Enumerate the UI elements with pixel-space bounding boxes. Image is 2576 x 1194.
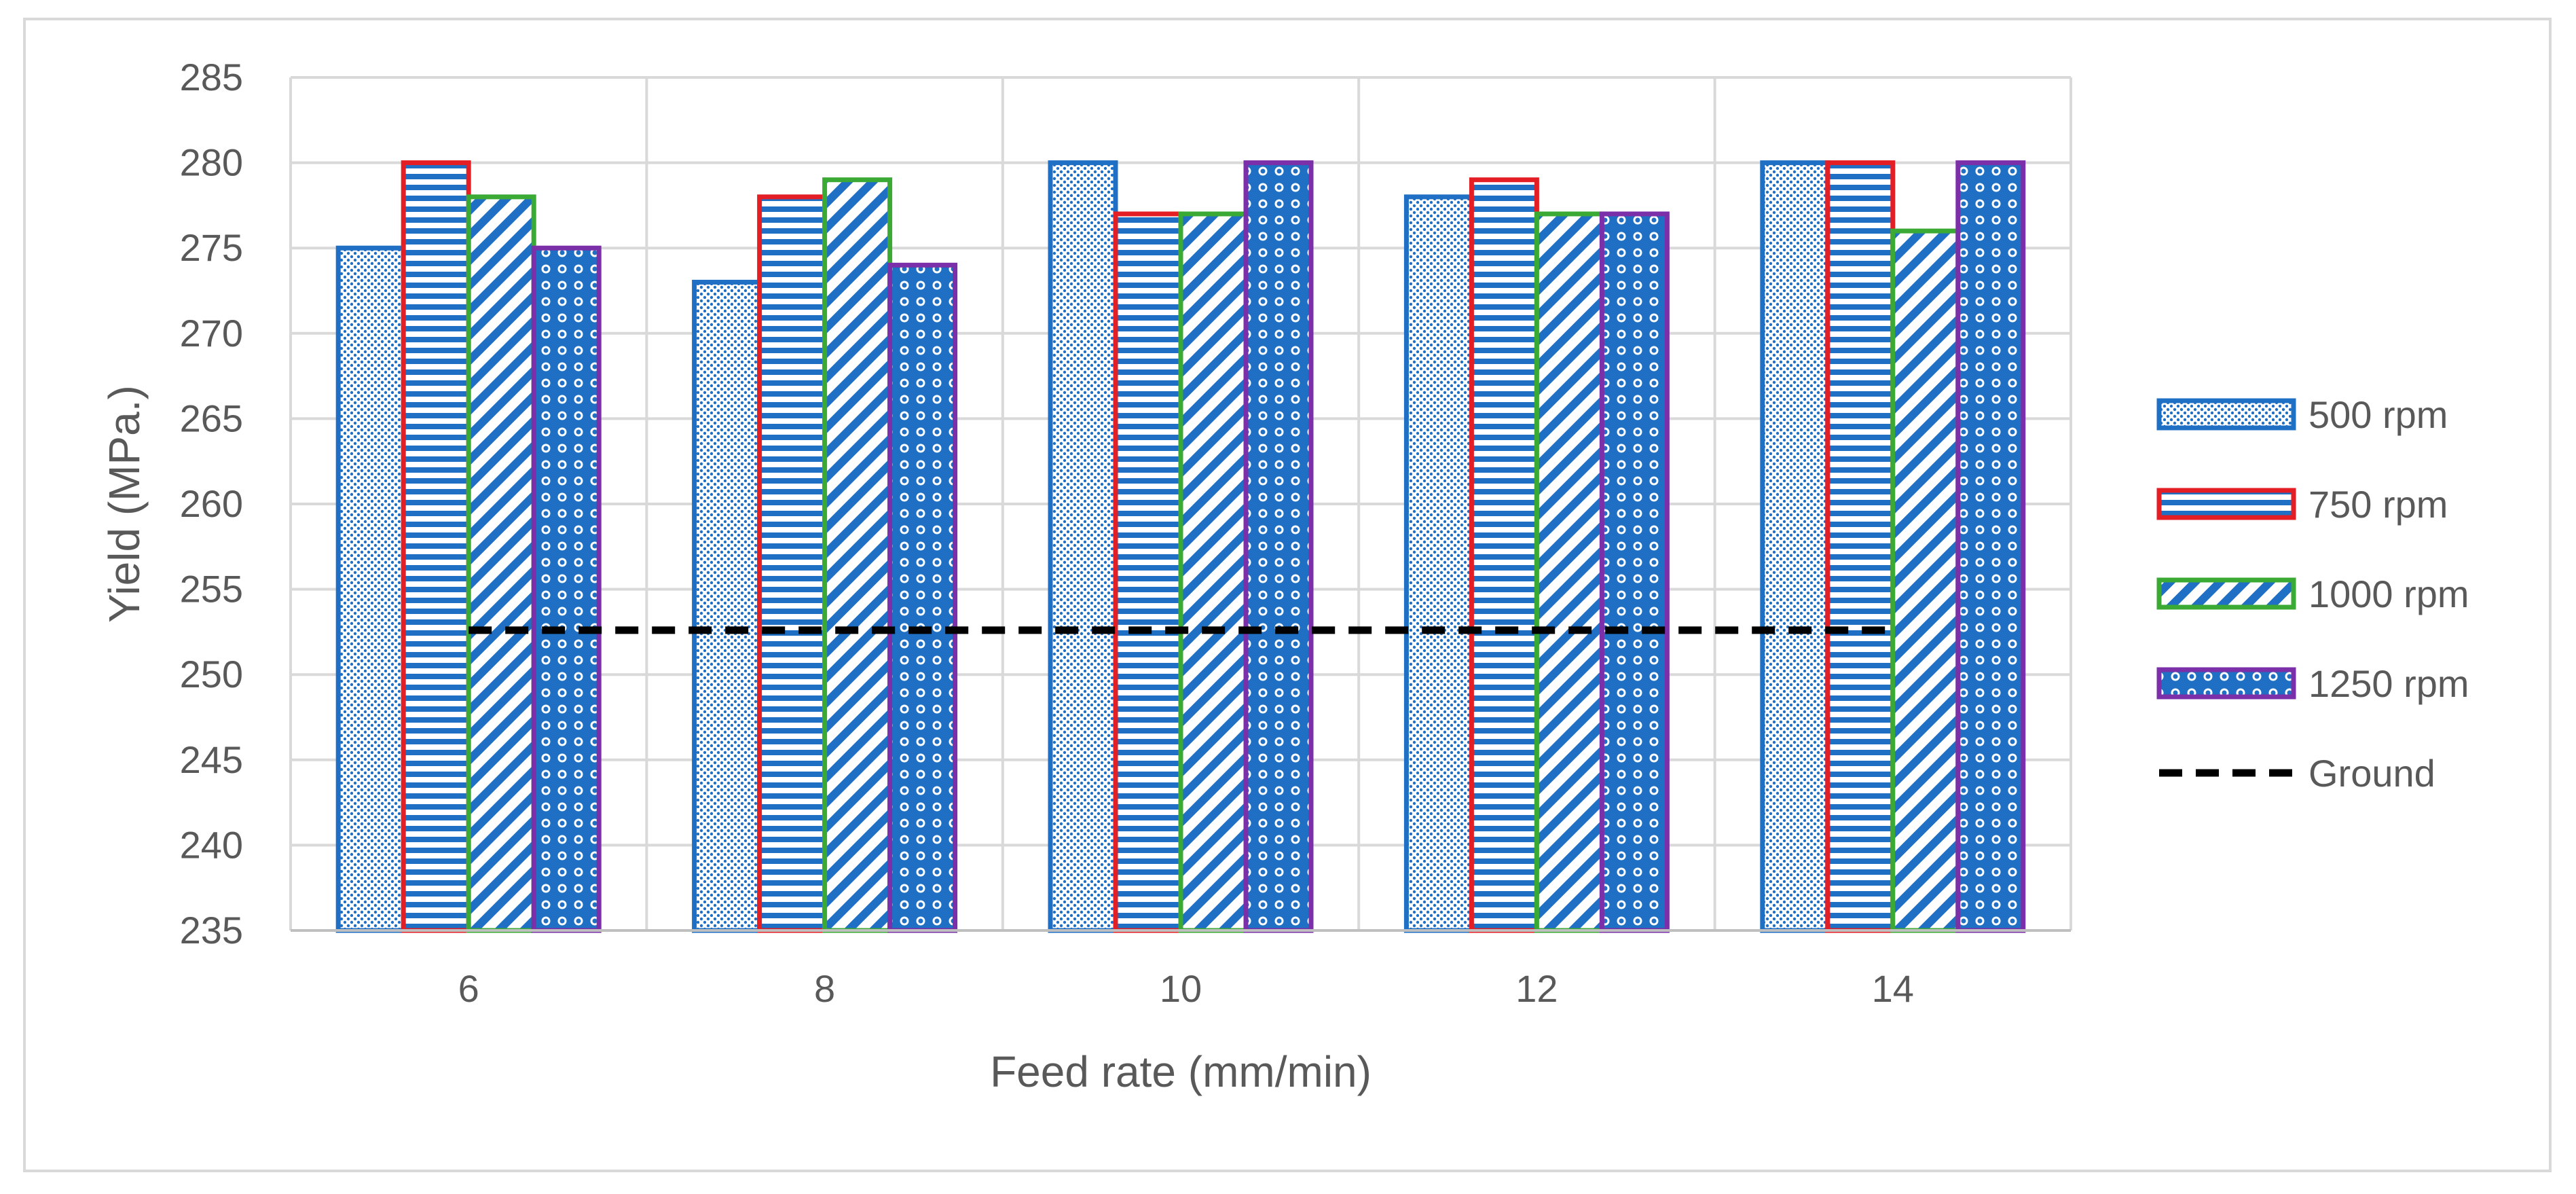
legend-label: 500 rpm xyxy=(2308,393,2448,436)
bar-1250-rpm-12 xyxy=(1599,211,1670,933)
bar-500-rpm-8 xyxy=(692,279,762,933)
y-tick-label: 260 xyxy=(180,482,243,525)
legend-label: 1000 rpm xyxy=(2308,573,2469,615)
bar-750-rpm-10 xyxy=(1113,211,1183,933)
legend-swatch-500-rpm xyxy=(2156,398,2296,431)
bars xyxy=(335,160,2026,933)
bar-500-rpm-12 xyxy=(1403,194,1474,933)
bar-1000-rpm-10 xyxy=(1178,211,1249,933)
bar-500-rpm-10 xyxy=(1048,160,1118,933)
y-tick-label: 265 xyxy=(180,397,243,439)
y-tick-label: 240 xyxy=(180,823,243,866)
legend-swatch-1250-rpm xyxy=(2156,667,2296,700)
x-tick-label: 6 xyxy=(458,967,479,1010)
bar-1000-rpm-8 xyxy=(822,177,893,933)
x-axis-title: Feed rate (mm/min) xyxy=(990,1047,1372,1096)
bar-1000-rpm-6 xyxy=(466,194,536,933)
x-tick-label: 10 xyxy=(1160,967,1202,1010)
bar-500-rpm-14 xyxy=(1760,160,1830,933)
axes: 235 240 245 250 255 260 265 270 275 280 285 6 8 10 12 1… xyxy=(100,56,2071,1096)
y-tick-label: 285 xyxy=(180,56,243,98)
x-tick-label: 14 xyxy=(1872,967,1914,1010)
x-tick-label: 8 xyxy=(814,967,835,1010)
bar-750-rpm-12 xyxy=(1469,177,1539,933)
y-tick-label: 270 xyxy=(180,312,243,355)
bar-1250-rpm-10 xyxy=(1243,160,1314,933)
bar-750-rpm-6 xyxy=(401,160,471,933)
bar-1250-rpm-14 xyxy=(1955,160,2026,933)
x-tick-label: 12 xyxy=(1515,967,1558,1010)
y-axis-title: Yield (MPa.) xyxy=(100,385,149,623)
y-tick-label: 280 xyxy=(180,141,243,184)
y-tick-label: 250 xyxy=(180,653,243,695)
y-tick-label: 235 xyxy=(180,909,243,952)
y-tick-label: 245 xyxy=(180,738,243,781)
legend-swatch-1000-rpm xyxy=(2156,577,2296,610)
legend-label: 750 rpm xyxy=(2308,483,2448,526)
legend-label: 1250 rpm xyxy=(2308,662,2469,705)
bar-750-rpm-14 xyxy=(1825,160,1896,933)
legend: 500 rpm 750 rpm 1000 rpm 1250 rpm Ground xyxy=(2156,393,2469,795)
y-tick-label: 255 xyxy=(180,568,243,611)
legend-label: Ground xyxy=(2308,752,2435,795)
bar-750-rpm-8 xyxy=(757,194,828,933)
bar-1250-rpm-6 xyxy=(531,245,602,933)
bar-1000-rpm-14 xyxy=(1890,228,1961,933)
bar-1250-rpm-8 xyxy=(887,262,958,933)
legend-swatch-750-rpm xyxy=(2156,488,2296,520)
bar-500-rpm-6 xyxy=(335,245,406,933)
bar-1000-rpm-12 xyxy=(1534,211,1604,933)
y-tick-label: 275 xyxy=(180,226,243,269)
